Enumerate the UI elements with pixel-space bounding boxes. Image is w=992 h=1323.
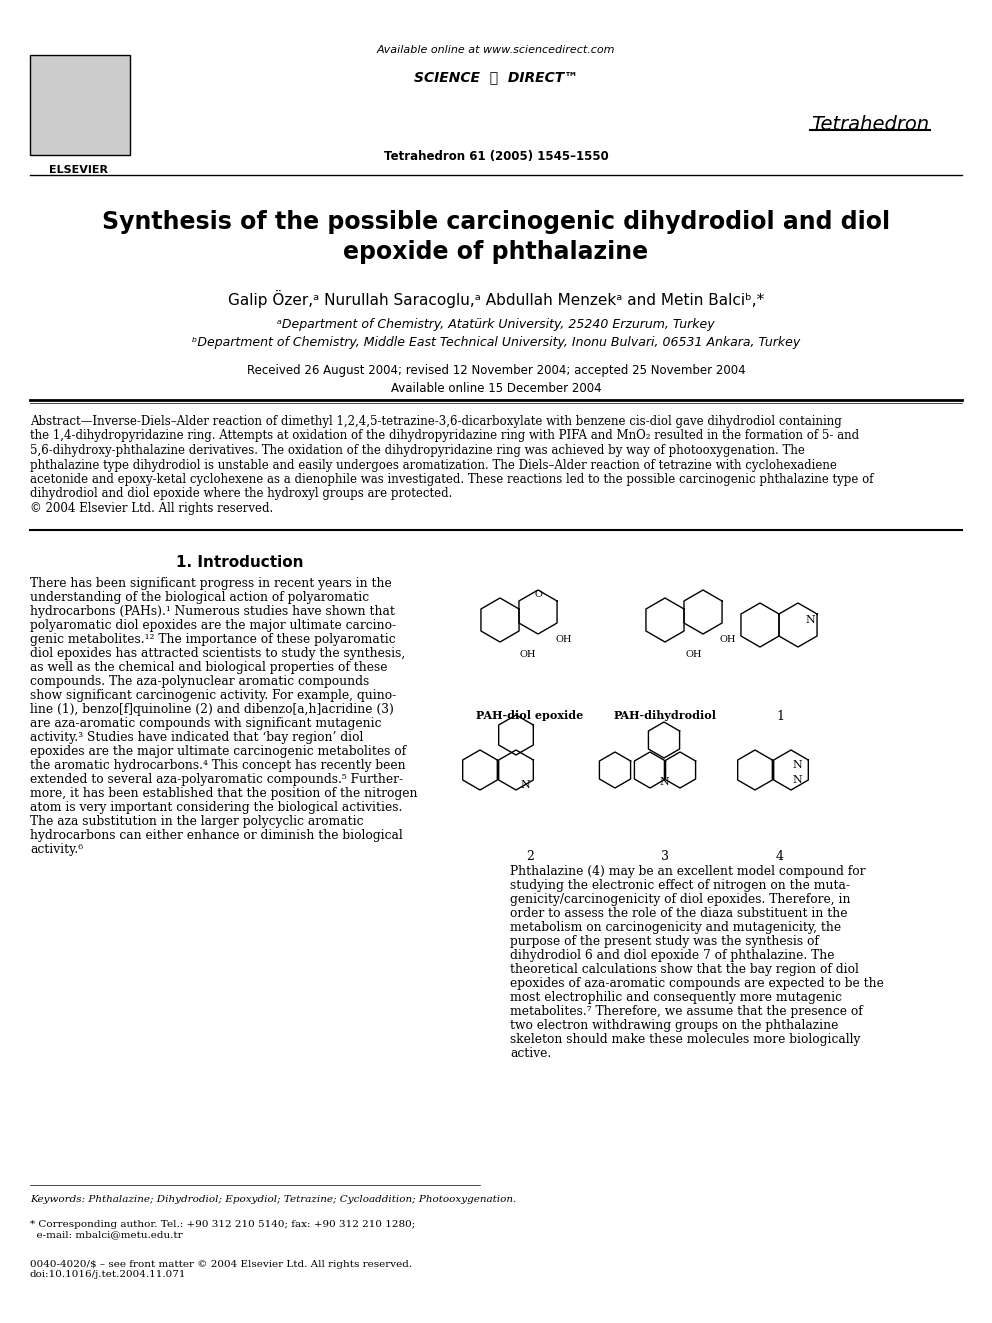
Text: more, it has been established that the position of the nitrogen: more, it has been established that the p…	[30, 787, 418, 800]
Text: Synthesis of the possible carcinogenic dihydrodiol and diol
epoxide of phthalazi: Synthesis of the possible carcinogenic d…	[102, 210, 890, 263]
Text: 4: 4	[776, 849, 784, 863]
Text: ᵃDepartment of Chemistry, Atatürk University, 25240 Erzurum, Turkey: ᵃDepartment of Chemistry, Atatürk Univer…	[277, 318, 715, 331]
Text: are aza-aromatic compounds with significant mutagenic: are aza-aromatic compounds with signific…	[30, 717, 382, 730]
Text: OH: OH	[555, 635, 571, 644]
Text: dihydrodiol 6 and diol epoxide 7 of phthalazine. The: dihydrodiol 6 and diol epoxide 7 of phth…	[510, 949, 834, 962]
Text: Tetrahedron 61 (2005) 1545–1550: Tetrahedron 61 (2005) 1545–1550	[384, 149, 608, 163]
Text: Phthalazine (4) may be an excellent model compound for: Phthalazine (4) may be an excellent mode…	[510, 865, 865, 878]
Text: as well as the chemical and biological properties of these: as well as the chemical and biological p…	[30, 662, 388, 673]
Text: Available online 15 December 2004: Available online 15 December 2004	[391, 382, 601, 396]
Text: Keywords: Phthalazine; Dihydrodiol; Epoxydiol; Tetrazine; Cycloaddition; Photoox: Keywords: Phthalazine; Dihydrodiol; Epox…	[30, 1195, 516, 1204]
Text: N: N	[659, 777, 669, 787]
Text: epoxides are the major ultimate carcinogenic metabolites of: epoxides are the major ultimate carcinog…	[30, 745, 406, 758]
Text: N: N	[520, 781, 530, 790]
Text: There has been significant progress in recent years in the: There has been significant progress in r…	[30, 577, 392, 590]
Text: N: N	[806, 615, 814, 624]
Text: ᵇDepartment of Chemistry, Middle East Technical University, Inonu Bulvari, 06531: ᵇDepartment of Chemistry, Middle East Te…	[191, 336, 801, 349]
Text: most electrophilic and consequently more mutagenic: most electrophilic and consequently more…	[510, 991, 842, 1004]
Text: 5,6-dihydroxy-phthalazine derivatives. The oxidation of the dihydropyridazine ri: 5,6-dihydroxy-phthalazine derivatives. T…	[30, 445, 805, 456]
Text: the 1,4-dihydropyridazine ring. Attempts at oxidation of the dihydropyridazine r: the 1,4-dihydropyridazine ring. Attempts…	[30, 430, 859, 442]
Text: PAH-dihydrodiol: PAH-dihydrodiol	[613, 710, 716, 721]
Text: © 2004 Elsevier Ltd. All rights reserved.: © 2004 Elsevier Ltd. All rights reserved…	[30, 501, 273, 515]
Text: * Corresponding author. Tel.: +90 312 210 5140; fax: +90 312 210 1280;
  e-mail:: * Corresponding author. Tel.: +90 312 21…	[30, 1220, 416, 1240]
Text: two electron withdrawing groups on the phthalazine: two electron withdrawing groups on the p…	[510, 1019, 838, 1032]
Text: purpose of the present study was the synthesis of: purpose of the present study was the syn…	[510, 935, 818, 949]
Text: 3: 3	[661, 849, 669, 863]
Bar	[30, 56, 130, 155]
Text: Received 26 August 2004; revised 12 November 2004; accepted 25 November 2004: Received 26 August 2004; revised 12 Nove…	[247, 364, 745, 377]
Text: dihydrodiol and diol epoxide where the hydroxyl groups are protected.: dihydrodiol and diol epoxide where the h…	[30, 487, 452, 500]
Text: Abstract—Inverse-Diels–Alder reaction of dimethyl 1,2,4,5-tetrazine-3,6-dicarbox: Abstract—Inverse-Diels–Alder reaction of…	[30, 415, 842, 429]
Text: metabolism on carcinogenicity and mutagenicity, the: metabolism on carcinogenicity and mutage…	[510, 921, 841, 934]
Text: acetonide and epoxy-ketal cyclohexene as a dienophile was investigated. These re: acetonide and epoxy-ketal cyclohexene as…	[30, 474, 874, 486]
Text: activity.³ Studies have indicated that ‘bay region’ diol: activity.³ Studies have indicated that ‘…	[30, 732, 363, 744]
Text: hydrocarbons (PAHs).¹ Numerous studies have shown that: hydrocarbons (PAHs).¹ Numerous studies h…	[30, 605, 395, 618]
Text: Galip Özer,ᵃ Nurullah Saracoglu,ᵃ Abdullah Menzekᵃ and Metin Balciᵇ,*: Galip Özer,ᵃ Nurullah Saracoglu,ᵃ Abdull…	[228, 290, 764, 308]
Text: understanding of the biological action of polyaromatic: understanding of the biological action o…	[30, 591, 369, 605]
Text: OH: OH	[520, 650, 537, 659]
Text: compounds. The aza-polynuclear aromatic compounds: compounds. The aza-polynuclear aromatic …	[30, 675, 369, 688]
Text: polyaromatic diol epoxides are the major ultimate carcino-: polyaromatic diol epoxides are the major…	[30, 619, 396, 632]
Text: 2: 2	[526, 849, 534, 863]
Text: 1. Introduction: 1. Introduction	[177, 556, 304, 570]
Text: show significant carcinogenic activity. For example, quino-: show significant carcinogenic activity. …	[30, 689, 396, 703]
Text: epoxides of aza-aromatic compounds are expected to be the: epoxides of aza-aromatic compounds are e…	[510, 976, 884, 990]
Text: N: N	[793, 759, 802, 770]
Text: PAH-diol epoxide: PAH-diol epoxide	[476, 710, 583, 721]
Text: N: N	[793, 775, 802, 785]
Text: skeleton should make these molecules more biologically: skeleton should make these molecules mor…	[510, 1033, 860, 1046]
Text: 1: 1	[776, 710, 784, 722]
Text: O: O	[534, 590, 542, 599]
Text: order to assess the role of the diaza substituent in the: order to assess the role of the diaza su…	[510, 908, 847, 919]
Text: hydrocarbons can either enhance or diminish the biological: hydrocarbons can either enhance or dimin…	[30, 830, 403, 841]
Text: 0040-4020/$ – see front matter © 2004 Elsevier Ltd. All rights reserved.
doi:10.: 0040-4020/$ – see front matter © 2004 El…	[30, 1259, 412, 1279]
Text: genic metabolites.¹² The importance of these polyaromatic: genic metabolites.¹² The importance of t…	[30, 632, 396, 646]
Text: active.: active.	[510, 1046, 552, 1060]
Text: activity.⁶: activity.⁶	[30, 843, 83, 856]
Text: genicity/carcinogenicity of diol epoxides. Therefore, in: genicity/carcinogenicity of diol epoxide…	[510, 893, 850, 906]
Text: ELSEVIER: ELSEVIER	[49, 165, 107, 175]
Text: atom is very important considering the biological activities.: atom is very important considering the b…	[30, 800, 403, 814]
Text: metabolites.⁷ Therefore, we assume that the presence of: metabolites.⁷ Therefore, we assume that …	[510, 1005, 863, 1017]
Text: OH: OH	[720, 635, 736, 644]
Text: Tetrahedron: Tetrahedron	[810, 115, 930, 134]
Text: studying the electronic effect of nitrogen on the muta-: studying the electronic effect of nitrog…	[510, 878, 850, 892]
Text: OH: OH	[685, 650, 701, 659]
Text: SCIENCE  ⓐ  DIRECT™: SCIENCE ⓐ DIRECT™	[414, 70, 578, 83]
Text: Available online at www.sciencedirect.com: Available online at www.sciencedirect.co…	[377, 45, 615, 56]
Text: theoretical calculations show that the bay region of diol: theoretical calculations show that the b…	[510, 963, 859, 976]
Text: the aromatic hydrocarbons.⁴ This concept has recently been: the aromatic hydrocarbons.⁴ This concept…	[30, 759, 406, 773]
Text: diol epoxides has attracted scientists to study the synthesis,: diol epoxides has attracted scientists t…	[30, 647, 406, 660]
Text: line (1), benzo[f]quinoline (2) and dibenzo[a,h]acridine (3): line (1), benzo[f]quinoline (2) and dibe…	[30, 703, 394, 716]
Text: extended to several aza-polyaromatic compounds.⁵ Further-: extended to several aza-polyaromatic com…	[30, 773, 403, 786]
Text: phthalazine type dihydrodiol is unstable and easily undergoes aromatization. The: phthalazine type dihydrodiol is unstable…	[30, 459, 837, 471]
Text: The aza substitution in the larger polycyclic aromatic: The aza substitution in the larger polyc…	[30, 815, 363, 828]
